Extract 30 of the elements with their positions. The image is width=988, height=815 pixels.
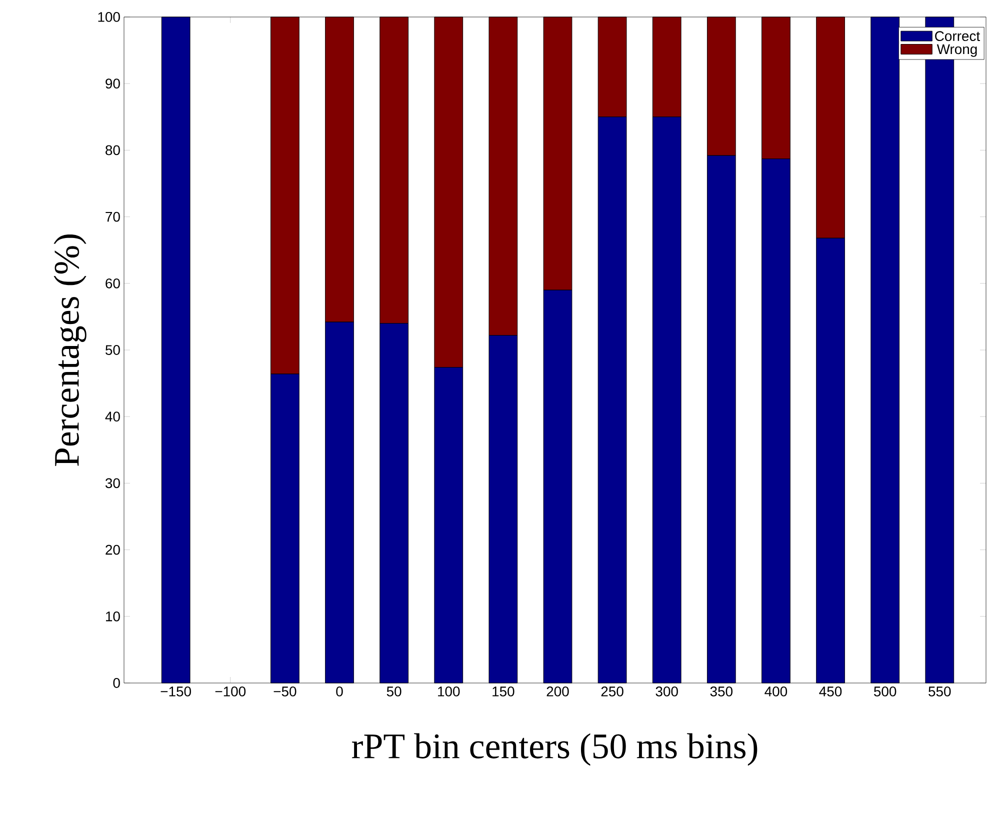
x-tick-label: 50: [386, 686, 402, 696]
x-tick-label: 400: [764, 686, 788, 696]
y-tick-label: 0: [113, 678, 120, 688]
x-tick-label: 250: [601, 686, 624, 696]
legend-label: Correct: [935, 31, 980, 42]
y-tick-label: 20: [106, 544, 120, 555]
x-tick-label: 300: [656, 686, 678, 696]
y-tick-label: 30: [105, 478, 120, 488]
legend-label: Wrong: [936, 44, 977, 57]
x-axis-title: rPT bin centers (50 ms bins): [352, 733, 758, 766]
y-tick-label: 50: [106, 345, 120, 355]
x-tick-label: 550: [928, 686, 951, 696]
y-tick-label: 60: [106, 278, 120, 288]
y-tick-label: 90: [106, 78, 120, 89]
x-tick-label: 0: [336, 686, 343, 696]
y-axis-title: Percentages (%): [54, 234, 86, 466]
x-tick-label: −100: [215, 686, 246, 696]
x-tick-label: 350: [710, 686, 732, 696]
x-tick-label: 150: [492, 686, 514, 696]
x-tick-label: 500: [874, 686, 896, 696]
x-tick-label: −50: [274, 686, 296, 696]
y-tick-label: 80: [106, 145, 120, 156]
y-tick-label: 40: [105, 412, 120, 422]
x-tick-label: 450: [819, 686, 842, 696]
x-tick-label: 100: [438, 686, 460, 696]
x-tick-label: −150: [160, 686, 191, 696]
y-tick-label: 10: [106, 611, 120, 622]
x-tick-label: 200: [546, 686, 569, 696]
y-tick-label: 70: [106, 212, 120, 222]
y-tick-label: 100: [98, 12, 120, 22]
